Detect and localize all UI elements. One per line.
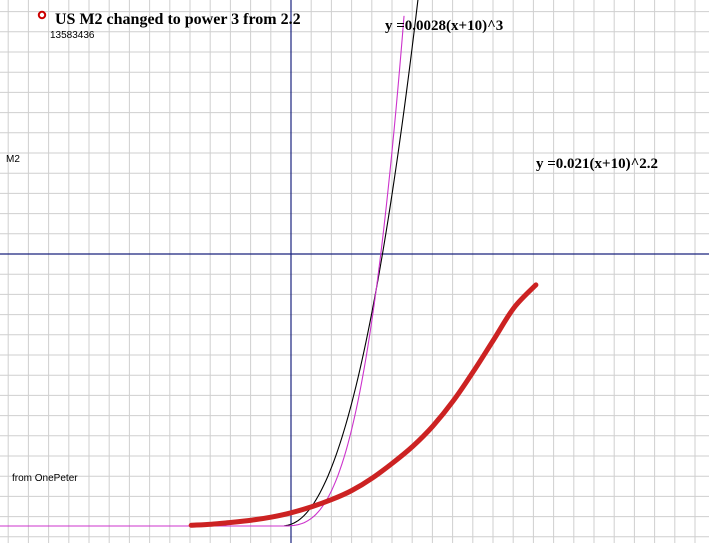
credit-label: from OnePeter [12, 473, 78, 484]
y-axis-label: M2 [6, 154, 20, 165]
us-m2-data-curve [188, 282, 539, 528]
curves [0, 0, 539, 528]
chart-title: US M2 changed to power 3 from 2.2 [55, 11, 301, 28]
title-marker-icon [37, 10, 47, 20]
series-id-label: 13583436 [50, 30, 95, 41]
cubic-fit-curve [0, 0, 419, 527]
annotation-power-formula: y =0.021(x+10)^2.2 [536, 156, 658, 172]
annotation-cubic-formula: y =0.0028(x+10)^3 [385, 18, 503, 34]
